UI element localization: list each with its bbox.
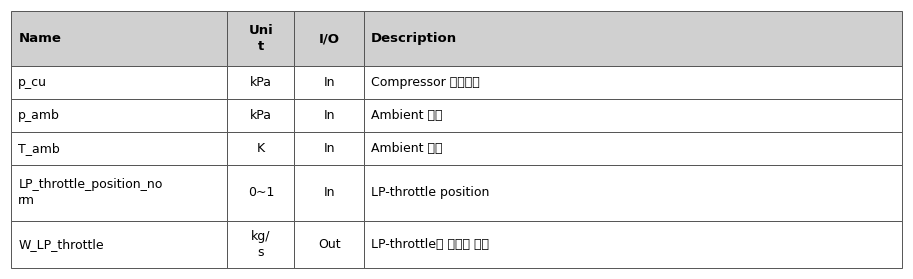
Text: In: In [323,142,335,155]
Bar [294,99,363,132]
Bar [294,165,363,221]
Bar [11,66,227,99]
Text: LP_throttle_position_no
rm: LP_throttle_position_no rm [18,178,163,207]
Text: kPa: kPa [250,76,272,89]
Bar [227,165,294,221]
Text: p_amb: p_amb [18,109,60,122]
Bar [363,66,902,99]
Text: Description: Description [371,32,457,45]
Text: K: K [257,142,265,155]
Text: 0~1: 0~1 [247,186,274,199]
Text: I/O: I/O [319,32,340,45]
Text: W_LP_throttle: W_LP_throttle [18,238,104,251]
Bar [227,221,294,268]
Text: In: In [323,186,335,199]
Text: Ambient 온도: Ambient 온도 [371,142,443,155]
Bar [11,11,227,66]
Bar [11,132,227,165]
Bar [227,66,294,99]
Bar [294,66,363,99]
Bar [363,132,902,165]
Bar [363,99,902,132]
Text: T_amb: T_amb [18,142,60,155]
Bar [227,11,294,66]
Text: Out: Out [318,238,341,251]
Text: LP-throttle을 뇵과한 유량: LP-throttle을 뇵과한 유량 [371,238,489,251]
Bar [363,165,902,221]
Text: In: In [323,109,335,122]
Bar [11,99,227,132]
Bar [227,99,294,132]
Text: kg/
s: kg/ s [251,230,270,259]
Bar [294,132,363,165]
Bar [11,221,227,268]
Text: LP-throttle position: LP-throttle position [371,186,489,199]
Text: p_cu: p_cu [18,76,47,89]
Bar [294,221,363,268]
Text: kPa: kPa [250,109,272,122]
Text: Compressor 전단압력: Compressor 전단압력 [371,76,480,89]
Bar [363,11,902,66]
Bar [363,221,902,268]
Text: Name: Name [18,32,61,45]
Bar [227,132,294,165]
Text: Ambient 압력: Ambient 압력 [371,109,443,122]
Text: Uni
t: Uni t [248,24,273,53]
Text: In: In [323,76,335,89]
Bar [11,165,227,221]
Bar [294,11,363,66]
